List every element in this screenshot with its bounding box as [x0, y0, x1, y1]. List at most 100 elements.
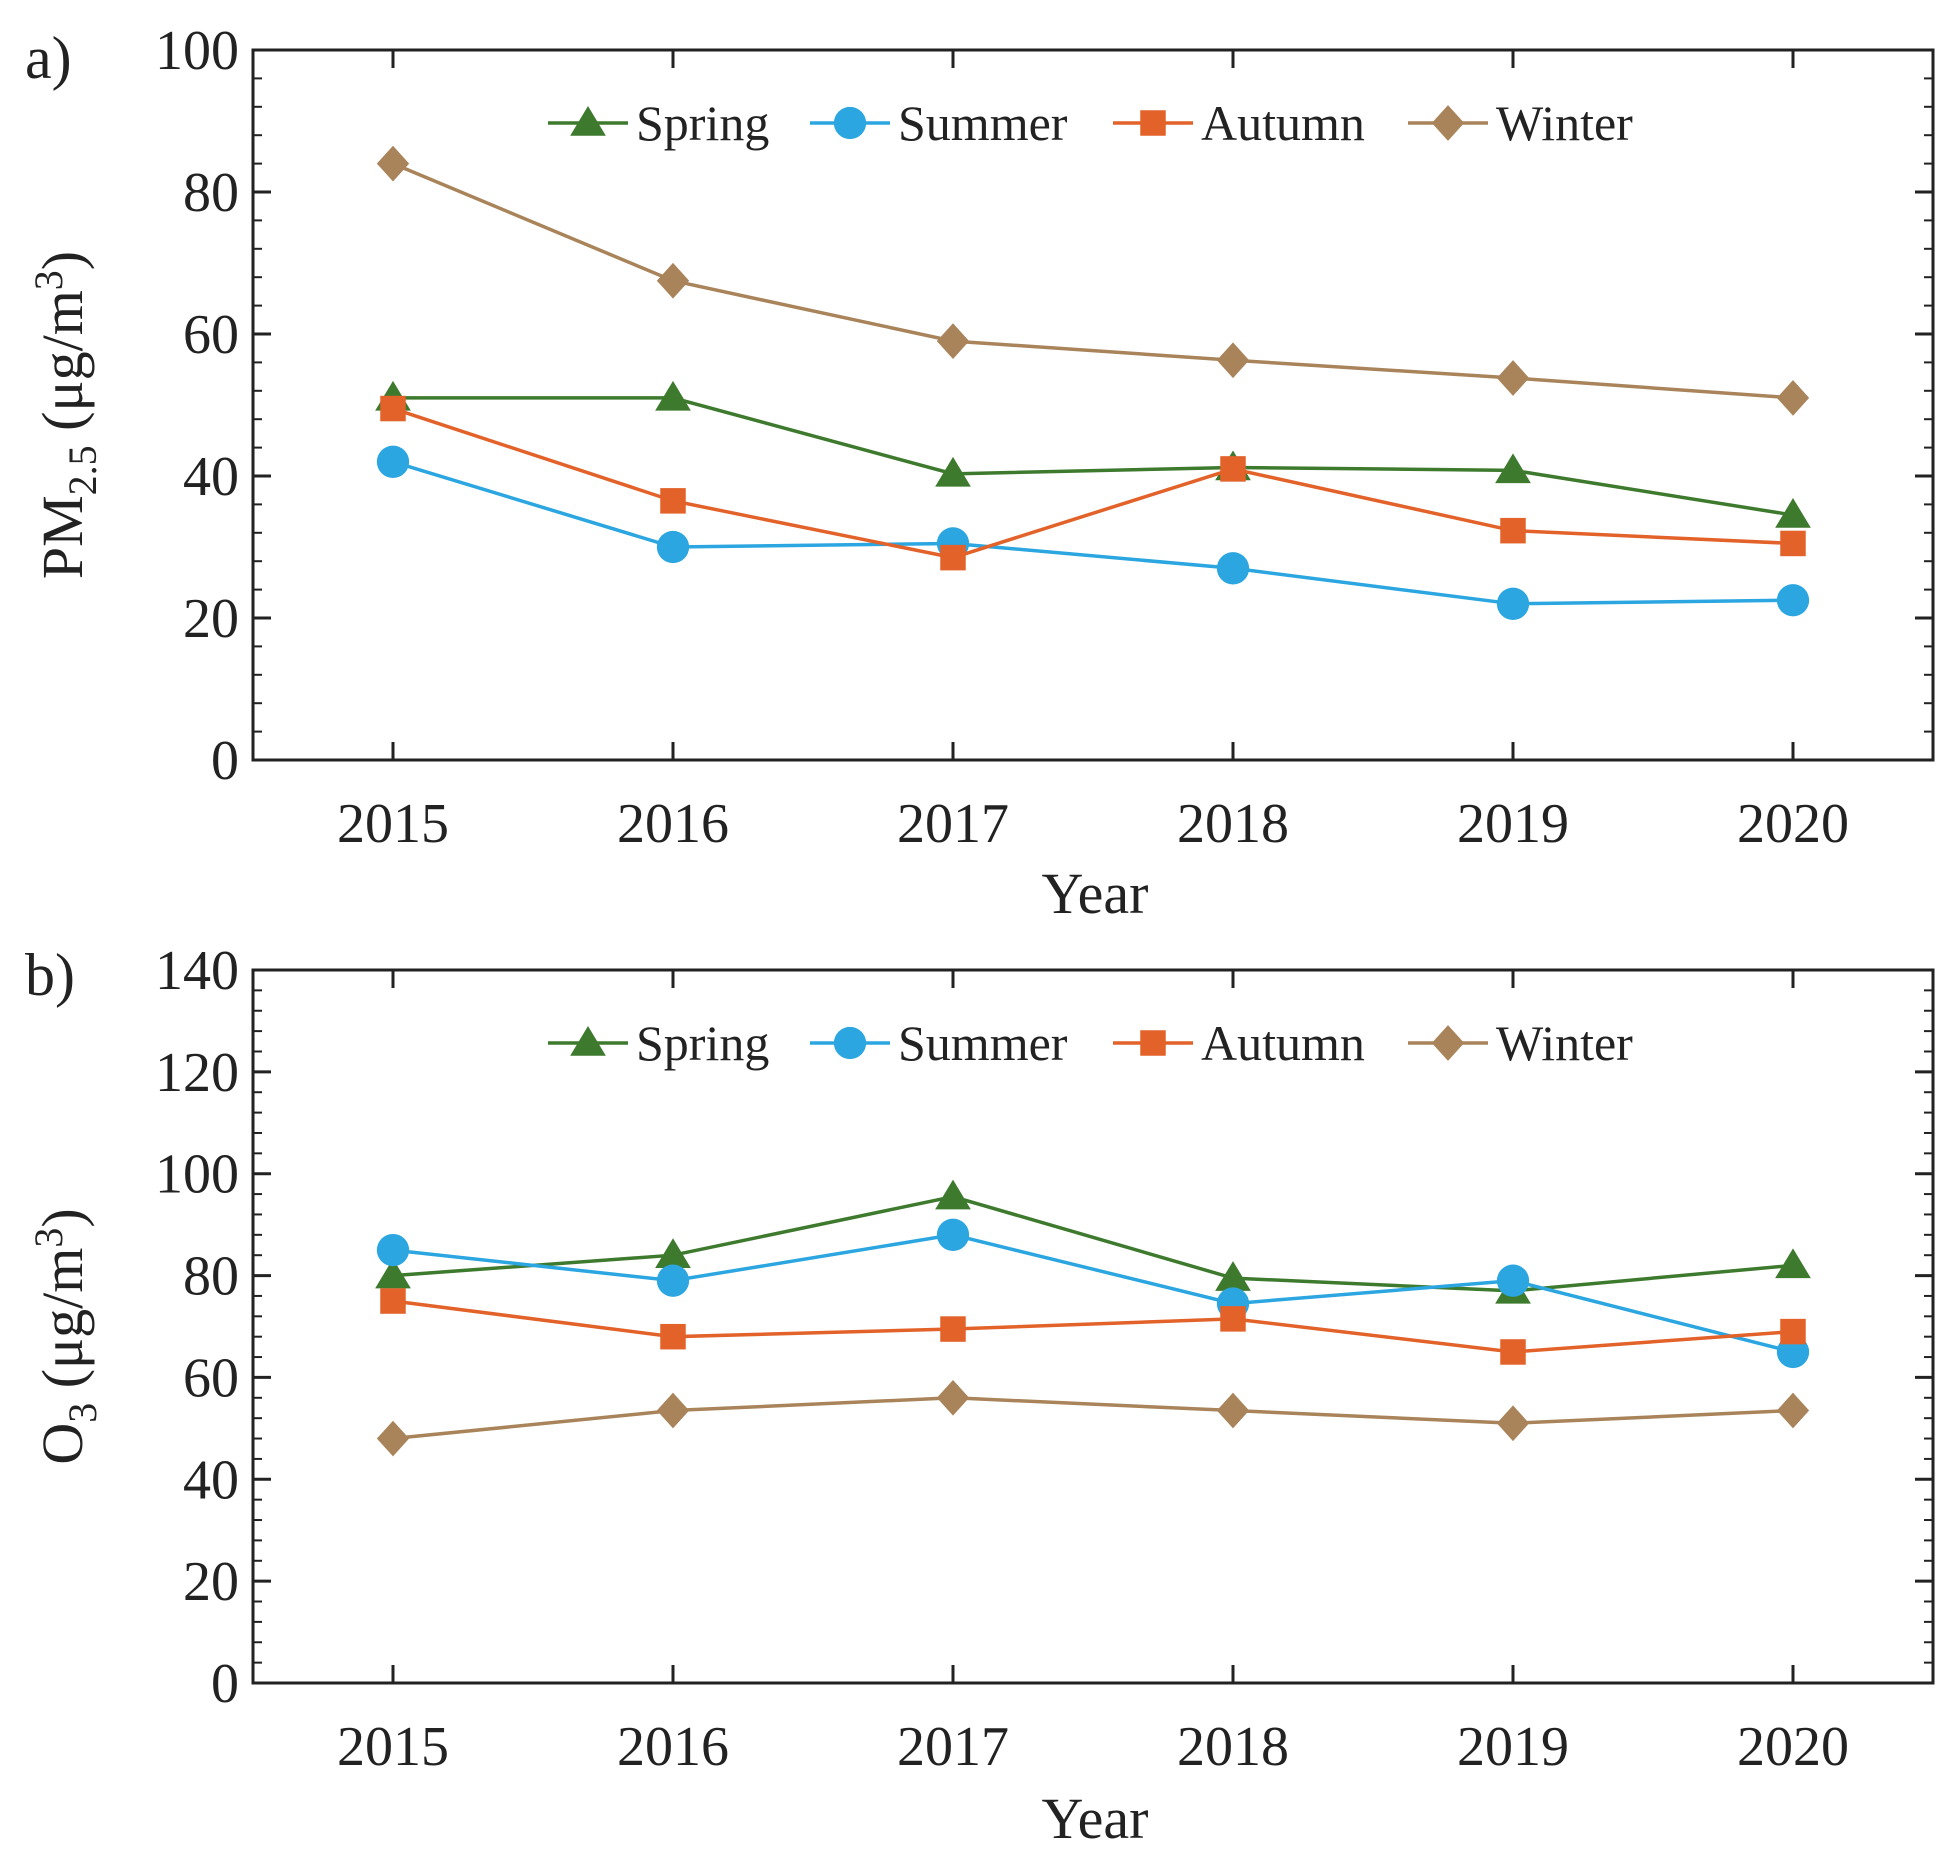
x-tick-label: 2018 [1177, 793, 1289, 855]
point-winter-2019 [1496, 1405, 1530, 1442]
x-tick-label: 2019 [1457, 1716, 1569, 1778]
point-summer-2020 [1776, 584, 1810, 617]
point-winter-2016 [656, 262, 690, 299]
x-tick-label: 2019 [1457, 793, 1569, 855]
y-tick-label: 40 [183, 1449, 239, 1511]
y-tick-label: 100 [155, 1144, 239, 1206]
y-tick-label: 60 [183, 1347, 239, 1409]
legend-marker-summer [833, 1026, 867, 1060]
x-tick-label: 2017 [897, 1716, 1009, 1778]
point-spring-2019 [1495, 453, 1531, 484]
point-summer-2019 [1496, 587, 1530, 620]
legend-label-winter: Winter [1496, 95, 1633, 151]
point-spring-2020 [1775, 1248, 1811, 1279]
point-summer-2015 [376, 1233, 410, 1267]
point-summer-2016 [656, 1264, 690, 1297]
series-line-winter [392, 1396, 1794, 1441]
panel-b: 0 20 40 60 80 100 120 140 2015 2016 2017 2018 2019 20… [25, 940, 1935, 1851]
point-autumn-2017 [940, 544, 966, 571]
legend-marker-winter [1431, 105, 1465, 141]
x-tick-label: 2018 [1177, 1716, 1289, 1778]
y-tick-label: 60 [183, 304, 239, 366]
x-tick-label: 2015 [337, 793, 449, 855]
legend-label-spring: Spring [636, 95, 769, 151]
series-line-autumn [392, 406, 1794, 560]
y-tick-label: 0 [211, 1653, 239, 1715]
point-autumn-2015 [380, 1288, 406, 1314]
y-tick-label: 100 [155, 20, 239, 82]
series-line-summer [392, 1233, 1794, 1354]
point-autumn-2018 [1220, 456, 1246, 482]
y-tick-label: 80 [183, 162, 239, 224]
point-winter-2018 [1216, 342, 1250, 379]
series-line-spring [392, 1194, 1794, 1293]
panel-label: b) [25, 942, 75, 1008]
point-summer-2016 [656, 530, 690, 564]
x-axis-title: Year [1042, 861, 1149, 926]
y-tick-label: 80 [183, 1246, 239, 1308]
series-line-winter [392, 161, 1794, 400]
point-autumn-2015 [380, 395, 406, 422]
series-line-summer [392, 460, 1794, 606]
legend-marker-autumn [1140, 1030, 1166, 1056]
y-tick-label: 120 [155, 1042, 239, 1104]
legend-label-autumn: Autumn [1201, 95, 1365, 151]
point-autumn-2019 [1500, 517, 1526, 544]
legend-marker-winter [1431, 1025, 1465, 1061]
point-winter-2015 [376, 1420, 410, 1457]
x-tick-label: 2020 [1737, 1716, 1849, 1778]
point-autumn-2016 [660, 488, 686, 514]
legend-label-winter: Winter [1496, 1015, 1633, 1071]
legend-label-summer: Summer [898, 1015, 1068, 1071]
x-axis-title: Year [1042, 1786, 1149, 1851]
point-winter-2017 [936, 1379, 970, 1416]
panel-a: 0 20 40 60 80 100 2015 2016 2017 2018 2019 2020 Year… [25, 20, 1935, 926]
point-winter-2017 [936, 323, 970, 359]
series-line-autumn [392, 1299, 1794, 1354]
point-spring-2016 [655, 380, 691, 411]
y-axis-title: O3 (μg/m3) [26, 1208, 105, 1464]
y-tick-label: 140 [155, 940, 239, 1002]
legend-label-spring: Spring [636, 1015, 769, 1071]
panel-label: a) [25, 25, 72, 91]
point-autumn-2017 [940, 1316, 966, 1342]
point-spring-2017 [935, 456, 971, 487]
point-autumn-2016 [660, 1323, 686, 1350]
y-tick-label: 20 [183, 1551, 239, 1613]
x-tick-label: 2016 [617, 1716, 729, 1778]
x-tick-label: 2016 [617, 793, 729, 855]
legend-marker-spring [570, 1026, 606, 1056]
legend-label-summer: Summer [898, 95, 1068, 151]
series-line-spring [393, 396, 1794, 517]
legend-marker-spring [570, 106, 606, 136]
point-winter-2020 [1776, 1392, 1810, 1429]
point-winter-2019 [1496, 360, 1530, 396]
point-summer-2017 [936, 1218, 970, 1251]
y-tick-label: 0 [211, 730, 239, 792]
point-autumn-2020 [1780, 530, 1806, 557]
point-autumn-2020 [1780, 1318, 1806, 1345]
legend: Spring Summer Autumn Winter [548, 1015, 1633, 1071]
point-autumn-2018 [1220, 1306, 1246, 1332]
point-winter-2016 [656, 1392, 690, 1429]
axes-box [251, 48, 1935, 762]
point-spring-2015 [375, 1258, 411, 1289]
point-summer-2019 [1496, 1264, 1530, 1297]
point-winter-2018 [1216, 1392, 1250, 1429]
y-tick-label: 40 [183, 446, 239, 508]
point-winter-2015 [376, 145, 410, 182]
legend-marker-autumn [1140, 110, 1166, 136]
legend-label-autumn: Autumn [1201, 1015, 1365, 1071]
point-spring-2016 [655, 1238, 691, 1268]
point-summer-2018 [1216, 552, 1250, 585]
x-tick-label: 2020 [1737, 793, 1849, 855]
point-spring-2017 [935, 1179, 971, 1210]
point-spring-2018 [1215, 1261, 1251, 1291]
point-summer-2015 [376, 445, 410, 478]
y-axis-title: PM2.5 (μg/m3) [26, 251, 105, 579]
point-autumn-2019 [1500, 1339, 1526, 1365]
x-tick-label: 2015 [337, 1716, 449, 1778]
legend: Spring Summer Autumn Winter [548, 95, 1633, 151]
legend-marker-summer [833, 106, 867, 140]
